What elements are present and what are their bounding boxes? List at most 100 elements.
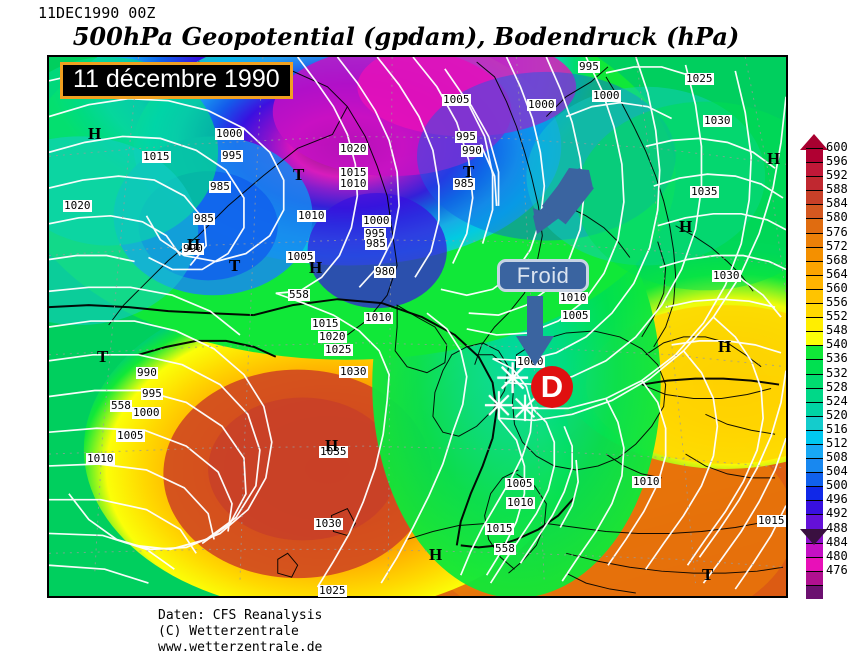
isobar-label: 1015 xyxy=(485,522,514,535)
colorbar-cell xyxy=(806,274,823,289)
isobar-label: 1015 xyxy=(339,166,368,179)
isobar-label: 1000 xyxy=(527,98,556,111)
snow-symbol-1: ✳ xyxy=(495,354,531,403)
colorbar-cell xyxy=(806,218,823,233)
colorbar-cell xyxy=(806,260,823,275)
colorbar-cell xyxy=(806,317,823,332)
thick-contour-558 xyxy=(49,298,780,549)
colorbar-tick-label: 504 xyxy=(826,464,848,479)
colorbar-tick-label: 572 xyxy=(826,238,848,253)
colorbar-tick-label: 476 xyxy=(826,562,848,577)
colorbar-tick-label: 516 xyxy=(826,421,848,436)
isobar-label: 1005 xyxy=(505,477,534,490)
high-center-marker: H xyxy=(325,436,339,455)
colorbar-tick-label: 536 xyxy=(826,351,848,366)
froid-annotation-label: Froid xyxy=(497,259,589,292)
colorbar-tick-label: 500 xyxy=(826,478,848,493)
isobar-label: 558 xyxy=(110,399,132,412)
isobar-label: 1010 xyxy=(364,311,393,324)
isobar-label: 995 xyxy=(141,387,163,400)
isobar-label: 1030 xyxy=(712,269,741,282)
isobar-label: 1010 xyxy=(339,177,368,190)
high-center-marker: H xyxy=(718,337,732,356)
low-center-marker: T xyxy=(702,565,714,584)
colorbar-tick-label: 580 xyxy=(826,210,848,225)
isobar-label: 1020 xyxy=(318,330,347,343)
isobar-label: 1020 xyxy=(339,142,368,155)
isobar-label: 1025 xyxy=(318,584,347,597)
weather-map[interactable] xyxy=(47,55,788,598)
colorbar-tick-label: 584 xyxy=(826,196,848,211)
low-center-marker: T xyxy=(97,347,109,366)
colorbar-tick-label: 528 xyxy=(826,379,848,394)
colorbar-cell xyxy=(806,331,823,346)
isobar-label: 1005 xyxy=(286,250,315,263)
low-center-marker: T xyxy=(229,256,241,275)
cold-advection-arrow-south xyxy=(516,296,554,366)
colorbar-cell xyxy=(806,486,823,501)
colorbar-cell xyxy=(806,373,823,388)
colorbar-tick-label: 556 xyxy=(826,295,848,310)
isobar-label: 1030 xyxy=(703,114,732,127)
footer-line-website[interactable]: www.wetterzentrale.de xyxy=(158,640,323,655)
isobar-label: 1025 xyxy=(324,343,353,356)
graticule xyxy=(49,57,786,584)
isobar-label: 1015 xyxy=(142,150,171,163)
colorbar-cell xyxy=(806,190,823,205)
isobar-label: 990 xyxy=(182,242,204,255)
isobar-label: 1010 xyxy=(86,452,115,465)
isobar-label: 995 xyxy=(221,149,243,162)
isobar-label: 990 xyxy=(136,366,158,379)
isobar-label: 985 xyxy=(453,177,475,190)
isobar-label: 1035 xyxy=(690,185,719,198)
isobar-label: 985 xyxy=(209,180,231,193)
colorbar-cell xyxy=(806,176,823,191)
colorbar-cell xyxy=(806,246,823,261)
high-center-marker: H xyxy=(767,149,781,168)
isobar-label: 1010 xyxy=(506,496,535,509)
colorbar-cell xyxy=(806,415,823,430)
colorbar-tick-label: 532 xyxy=(826,365,848,380)
page-title: 500hPa Geopotential (gpdam), Bodendruck … xyxy=(72,22,740,51)
colorbar-cell xyxy=(806,204,823,219)
colorbar-tick-label: 496 xyxy=(826,492,848,507)
isobar-label: 980 xyxy=(374,265,396,278)
map-field-canvas xyxy=(49,57,786,596)
colorbar-cell xyxy=(806,584,823,599)
isobar-label: 558 xyxy=(494,542,516,555)
isobar-label: 1000 xyxy=(132,406,161,419)
colorbar-tick-label: 540 xyxy=(826,337,848,352)
colorbar-labels: 600 596 592 588 584 580 576 572 568 564 560 556 552 5… xyxy=(826,140,848,577)
colorbar-tick-label: 592 xyxy=(826,168,848,183)
colorbar-tick-label: 484 xyxy=(826,534,848,549)
colorbar-tick-label: 524 xyxy=(826,393,848,408)
map-date-badge: 11 décembre 1990 xyxy=(60,62,293,99)
footer-credits: Daten: CFS Reanalysis (C) Wetterzentrale… xyxy=(158,608,322,656)
colorbar-cell xyxy=(806,570,823,585)
high-center-marker: H xyxy=(429,545,443,564)
colorbar-cell xyxy=(806,359,823,374)
footer-line-copyright: (C) Wetterzentrale xyxy=(158,624,299,639)
colorbar-cell xyxy=(806,288,823,304)
colorbar-top-arrow xyxy=(800,134,828,150)
colorbar-tick-label: 492 xyxy=(826,506,848,521)
high-center-marker: H xyxy=(679,217,693,236)
colorbar-cell xyxy=(806,303,823,318)
isobar-label: 1000 xyxy=(215,127,244,140)
colorbar-tick-label: 596 xyxy=(826,154,848,169)
colorbar-tick-label: 520 xyxy=(826,407,848,422)
coastlines xyxy=(108,61,784,594)
isobar-label: 1005 xyxy=(442,93,471,106)
colorbar-tick-label: 564 xyxy=(826,266,848,281)
isobar-label: 1035 xyxy=(319,445,348,458)
isobar-label: 1000 xyxy=(592,89,621,102)
colorbar-bottom-arrow xyxy=(800,529,828,545)
high-center-marker: H xyxy=(187,235,201,254)
isobar-label: 995 xyxy=(455,130,477,143)
colorbar-cell xyxy=(806,162,823,177)
isobar-label: 1010 xyxy=(297,209,326,222)
isobar-label: 985 xyxy=(193,212,215,225)
colorbar-cell xyxy=(806,556,823,571)
depression-marker: D xyxy=(531,366,573,408)
isobar-label: 1010 xyxy=(559,291,588,304)
